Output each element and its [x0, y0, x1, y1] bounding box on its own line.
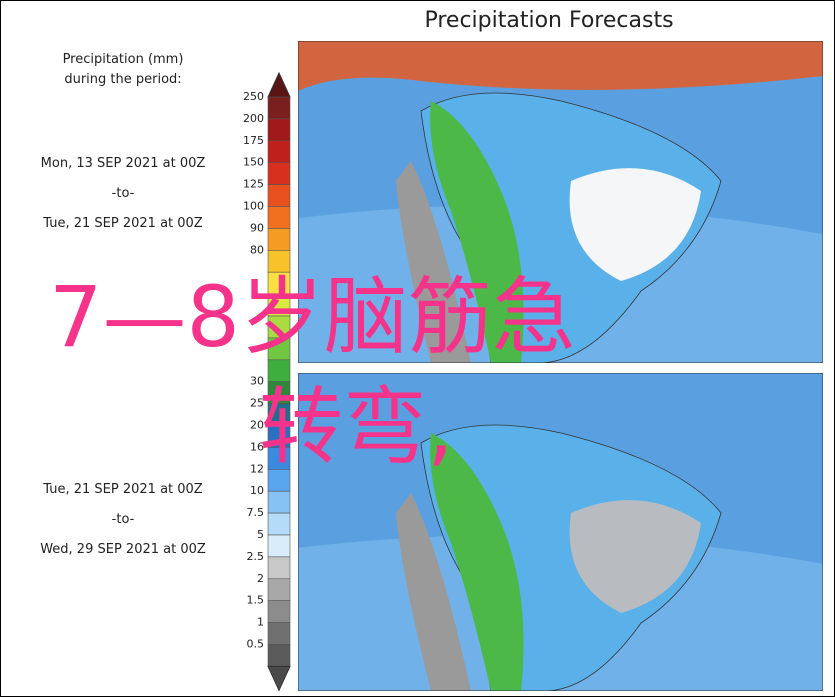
period-start: Tue, 21 SEP 2021 at 00Z: [42, 482, 203, 497]
map-panel: [298, 373, 823, 691]
rain-band: [298, 41, 823, 91]
colorbar: 25020017515012510090803025201612107.552.…: [243, 71, 291, 692]
colorbar-label: 10: [250, 484, 264, 497]
coast-dry: [396, 161, 471, 363]
colorbar-cell: [267, 556, 291, 580]
andes-rain: [430, 101, 524, 363]
title: Precipitation Forecasts: [424, 8, 673, 33]
colorbar-label: 80: [250, 243, 264, 256]
maps: [298, 41, 823, 691]
colorbar-label: 125: [243, 178, 264, 191]
colorbar-label: 2.5: [247, 550, 265, 563]
colorbar-label: 1: [257, 616, 264, 629]
colorbar-label: 5: [257, 528, 264, 541]
colorbar-label: 16: [250, 440, 264, 453]
colorbar-label: 175: [243, 134, 264, 147]
colorbar-arrow: [267, 71, 291, 98]
colorbar-label: 12: [250, 462, 264, 475]
coast-dry: [396, 493, 471, 691]
legend-title: Precipitation (mm): [63, 52, 184, 67]
colorbar-cell: [267, 512, 291, 536]
legend-title: during the period:: [64, 72, 181, 87]
colorbar-cell: [267, 140, 291, 164]
colorbar-cell: [267, 184, 291, 207]
period-sep: -to-: [112, 186, 135, 201]
dry-region: [569, 168, 701, 281]
colorbar-label: 200: [243, 112, 264, 125]
colorbar-cell: [267, 162, 291, 185]
colorbar-arrow: [267, 665, 291, 692]
period-sep: -to-: [112, 512, 135, 527]
colorbar-cell: [267, 644, 291, 667]
colorbar-cell: [267, 228, 291, 251]
colorbar-cell: [267, 490, 291, 514]
colorbar-label: 90: [250, 221, 264, 234]
colorbar-cell: [267, 600, 291, 623]
colorbar-label: 2: [257, 572, 264, 585]
colorbar-label: 1.5: [247, 594, 265, 607]
colorbar-label: 150: [243, 156, 264, 169]
colorbar-cell: [267, 578, 291, 601]
period-end: Tue, 21 SEP 2021 at 00Z: [42, 216, 203, 231]
colorbar-label: 30: [250, 375, 264, 388]
overlay-text: 转弯,: [259, 378, 454, 476]
period-end: Wed, 29 SEP 2021 at 00Z: [40, 542, 206, 557]
colorbar-cell: [267, 622, 291, 645]
colorbar-cell: [267, 96, 291, 120]
colorbar-cell: [267, 118, 291, 142]
period-start: Mon, 13 SEP 2021 at 00Z: [41, 156, 206, 171]
colorbar-label: 0.5: [247, 638, 265, 651]
map-panel: [298, 41, 823, 363]
andes-rain: [430, 433, 524, 691]
overlay-text: 7—8岁脑筋急: [49, 268, 576, 366]
colorbar-label: 20: [250, 419, 264, 432]
colorbar-cell: [267, 206, 291, 229]
colorbar-cell: [267, 534, 291, 558]
colorbar-label: 25: [250, 397, 264, 410]
colorbar-label: 100: [243, 200, 264, 213]
colorbar-label: 250: [243, 90, 264, 103]
colorbar-label: 7.5: [247, 506, 265, 519]
dry-region: [569, 500, 701, 613]
